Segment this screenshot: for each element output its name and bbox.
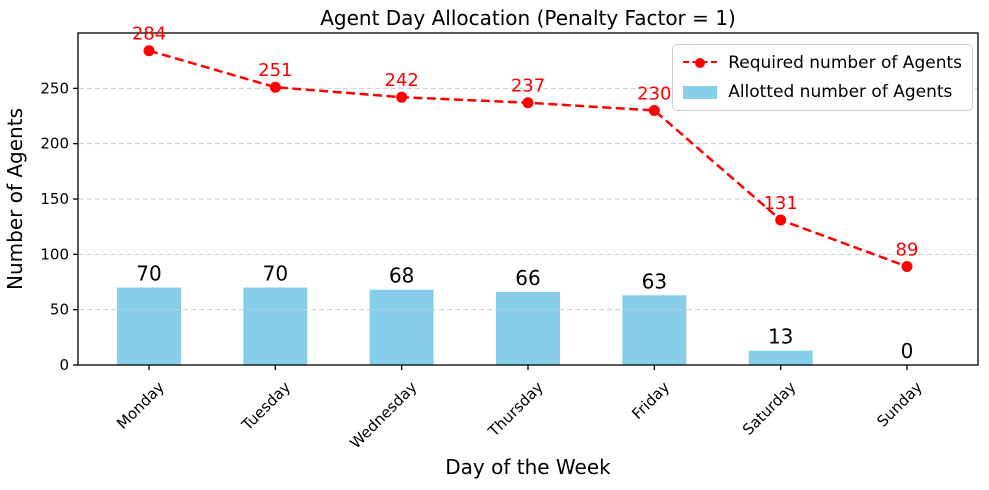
x-tick-label: Thursday xyxy=(484,378,547,441)
x-tick-label: Wednesday xyxy=(346,378,420,452)
legend-item-allotted: Allotted number of Agents xyxy=(683,80,962,104)
bar-tuesday xyxy=(243,287,308,365)
legend-item-label: Required number of Agents xyxy=(728,53,962,73)
point-value-label: 242 xyxy=(384,70,418,91)
bar-monday xyxy=(117,287,181,365)
legend-dashed-line-marker-icon xyxy=(683,56,718,70)
legend: Required number of Agents Allotted numbe… xyxy=(672,44,973,111)
y-tick-label: 150 xyxy=(40,190,69,208)
bars-layer xyxy=(117,287,813,365)
point-value-label: 89 xyxy=(896,240,919,261)
bar-value-label: 70 xyxy=(263,262,288,286)
point-value-label: 237 xyxy=(511,76,545,97)
annotations-layer: 284 251 242 237 230 131 89 70 70 68 66 63 13 0 xyxy=(132,24,919,363)
bar-value-label: 68 xyxy=(389,264,414,288)
legend-item-required: Required number of Agents xyxy=(683,51,962,75)
x-tick-label: Monday xyxy=(113,378,168,433)
point-value-label: 251 xyxy=(258,60,292,81)
y-tick-label: 250 xyxy=(40,79,69,97)
bar-wednesday xyxy=(369,289,434,365)
x-axis-label: Day of the Week xyxy=(445,455,611,479)
legend-item-label: Allotted number of Agents xyxy=(728,82,953,102)
data-point-monday xyxy=(143,45,155,57)
bar-value-label: 70 xyxy=(136,262,161,286)
legend-bar-swatch-icon xyxy=(683,85,718,99)
data-point-thursday xyxy=(522,97,534,109)
bar-value-label: 13 xyxy=(768,325,793,349)
x-tick-label: Friday xyxy=(628,378,673,423)
y-tick-label: 50 xyxy=(50,301,69,319)
bar-friday xyxy=(622,295,687,365)
chart-title: Agent Day Allocation (Penalty Factor = 1… xyxy=(320,6,736,30)
x-tick-label: Saturday xyxy=(739,378,800,439)
line-series-layer xyxy=(143,45,913,273)
y-axis-label: Number of Agents xyxy=(3,108,27,290)
data-point-friday xyxy=(648,104,660,116)
y-tick-label: 0 xyxy=(59,356,69,374)
data-point-saturday xyxy=(775,214,787,226)
bar-value-label: 66 xyxy=(515,266,540,290)
y-tick-label: 200 xyxy=(40,135,69,153)
bar-thursday xyxy=(496,291,560,365)
point-value-label: 230 xyxy=(637,83,671,104)
point-value-label: 284 xyxy=(132,24,166,45)
bar-saturday xyxy=(748,350,813,365)
x-tick-label: Tuesday xyxy=(238,378,295,435)
data-point-sunday xyxy=(901,261,913,273)
x-tick-label: Sunday xyxy=(873,378,926,431)
bar-value-label: 63 xyxy=(642,269,667,293)
point-value-label: 131 xyxy=(763,193,797,214)
bar-value-label: 0 xyxy=(901,339,914,363)
data-point-wednesday xyxy=(396,91,408,103)
data-point-tuesday xyxy=(269,81,281,93)
y-tick-label: 100 xyxy=(40,245,69,263)
